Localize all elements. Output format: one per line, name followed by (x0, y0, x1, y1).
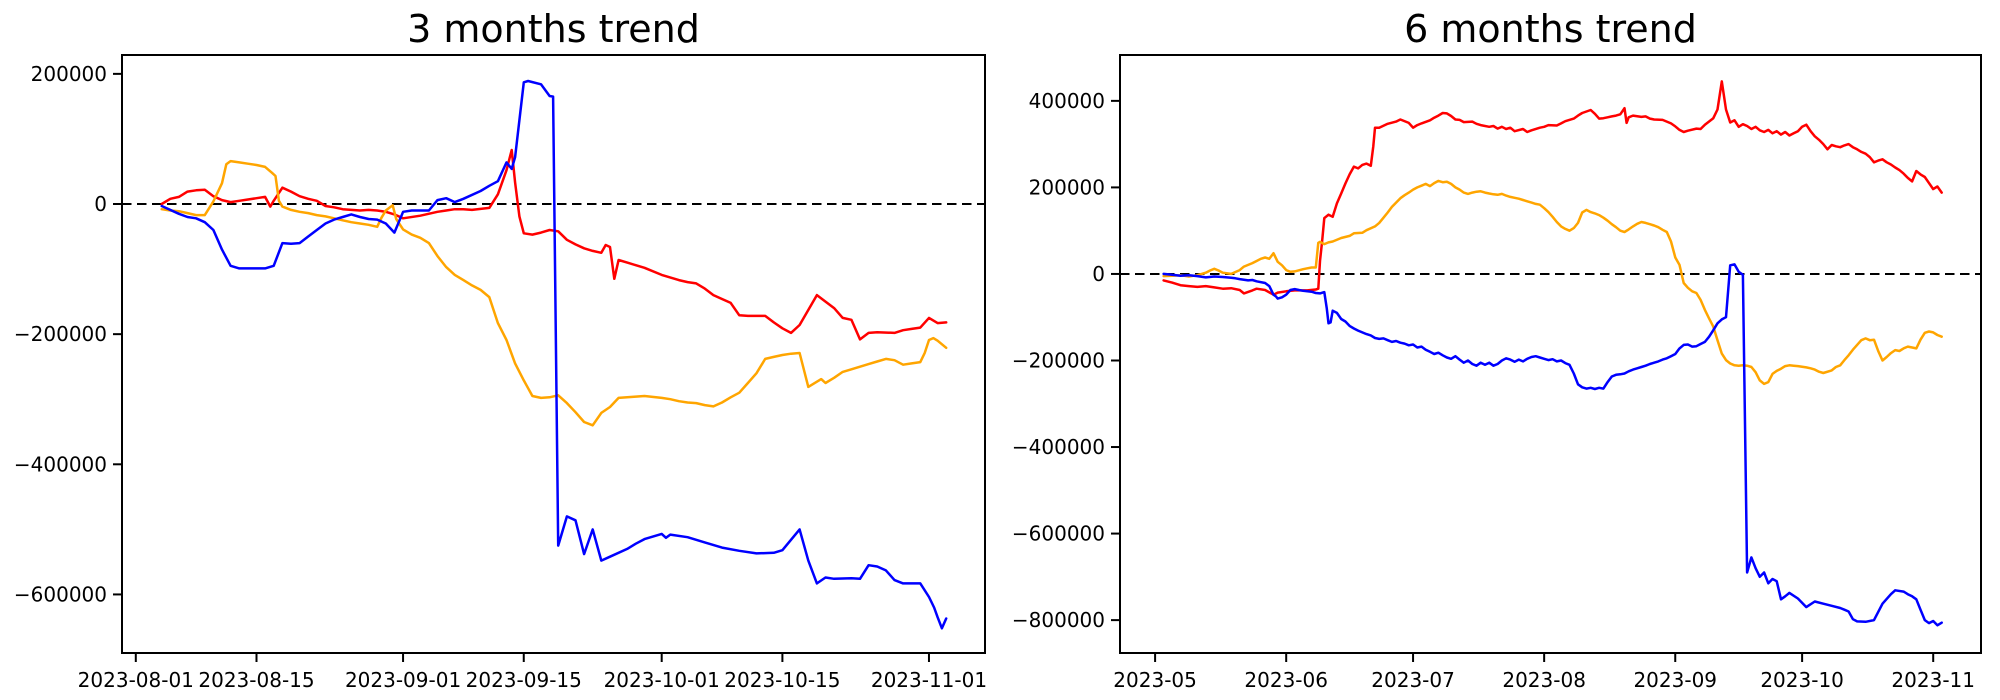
chart-1: 3 months trend 2023-08-01 2023-08-15 2023-0… (14, 7, 987, 692)
series-red-line (1162, 80, 1943, 296)
x-tick-label: 2023-10-15 (724, 668, 840, 692)
x-tick-label: 2023-08 (1502, 668, 1586, 692)
series-orange-line (1162, 179, 1943, 386)
x-tick-label: 2023-09-15 (466, 668, 582, 692)
y-tick-label: −400000 (1012, 435, 1105, 459)
series-orange-line (160, 159, 948, 427)
x-tick-label: 2023-10 (1760, 668, 1844, 692)
plot-spines (121, 54, 986, 654)
chart-2: 6 months trend 2023-05 2023-06 2023-07 2023-… (1012, 7, 1982, 692)
x-tick-label: 2023-06 (1244, 668, 1328, 692)
series-blue-line (160, 79, 948, 630)
x-tick-label: 2023-07 (1371, 668, 1455, 692)
x-tick-label: 2023-11 (1891, 668, 1975, 692)
x-tick-label: 2023-11-01 (871, 668, 987, 692)
y-tick-label: 400000 (1029, 89, 1105, 113)
chart-title: 6 months trend (1404, 7, 1697, 51)
y-tick-label: 200000 (31, 62, 107, 86)
x-tick-label: 2023-08-15 (198, 668, 314, 692)
x-tick-label: 2023-05 (1113, 668, 1197, 692)
x-tick-label: 2023-09-01 (345, 668, 461, 692)
y-tick-label: −200000 (14, 322, 107, 346)
y-tick-label: −600000 (14, 582, 107, 606)
series-blue-line (1162, 263, 1943, 627)
chart-title: 3 months trend (407, 7, 700, 51)
series-red-line (160, 148, 948, 341)
y-tick-label: 200000 (1029, 175, 1105, 199)
x-tick-label: 2023-09 (1633, 668, 1717, 692)
y-tick-label: −200000 (1012, 348, 1105, 372)
y-tick-label: −600000 (1012, 522, 1105, 546)
y-tick-label: −400000 (14, 452, 107, 476)
y-tick-label: 0 (94, 192, 107, 216)
plot-spines (1119, 54, 1982, 654)
x-tick-label: 2023-10-01 (604, 668, 720, 692)
x-tick-label: 2023-08-01 (78, 668, 194, 692)
y-tick-label: −800000 (1012, 608, 1105, 632)
y-tick-label: 0 (1092, 262, 1105, 286)
